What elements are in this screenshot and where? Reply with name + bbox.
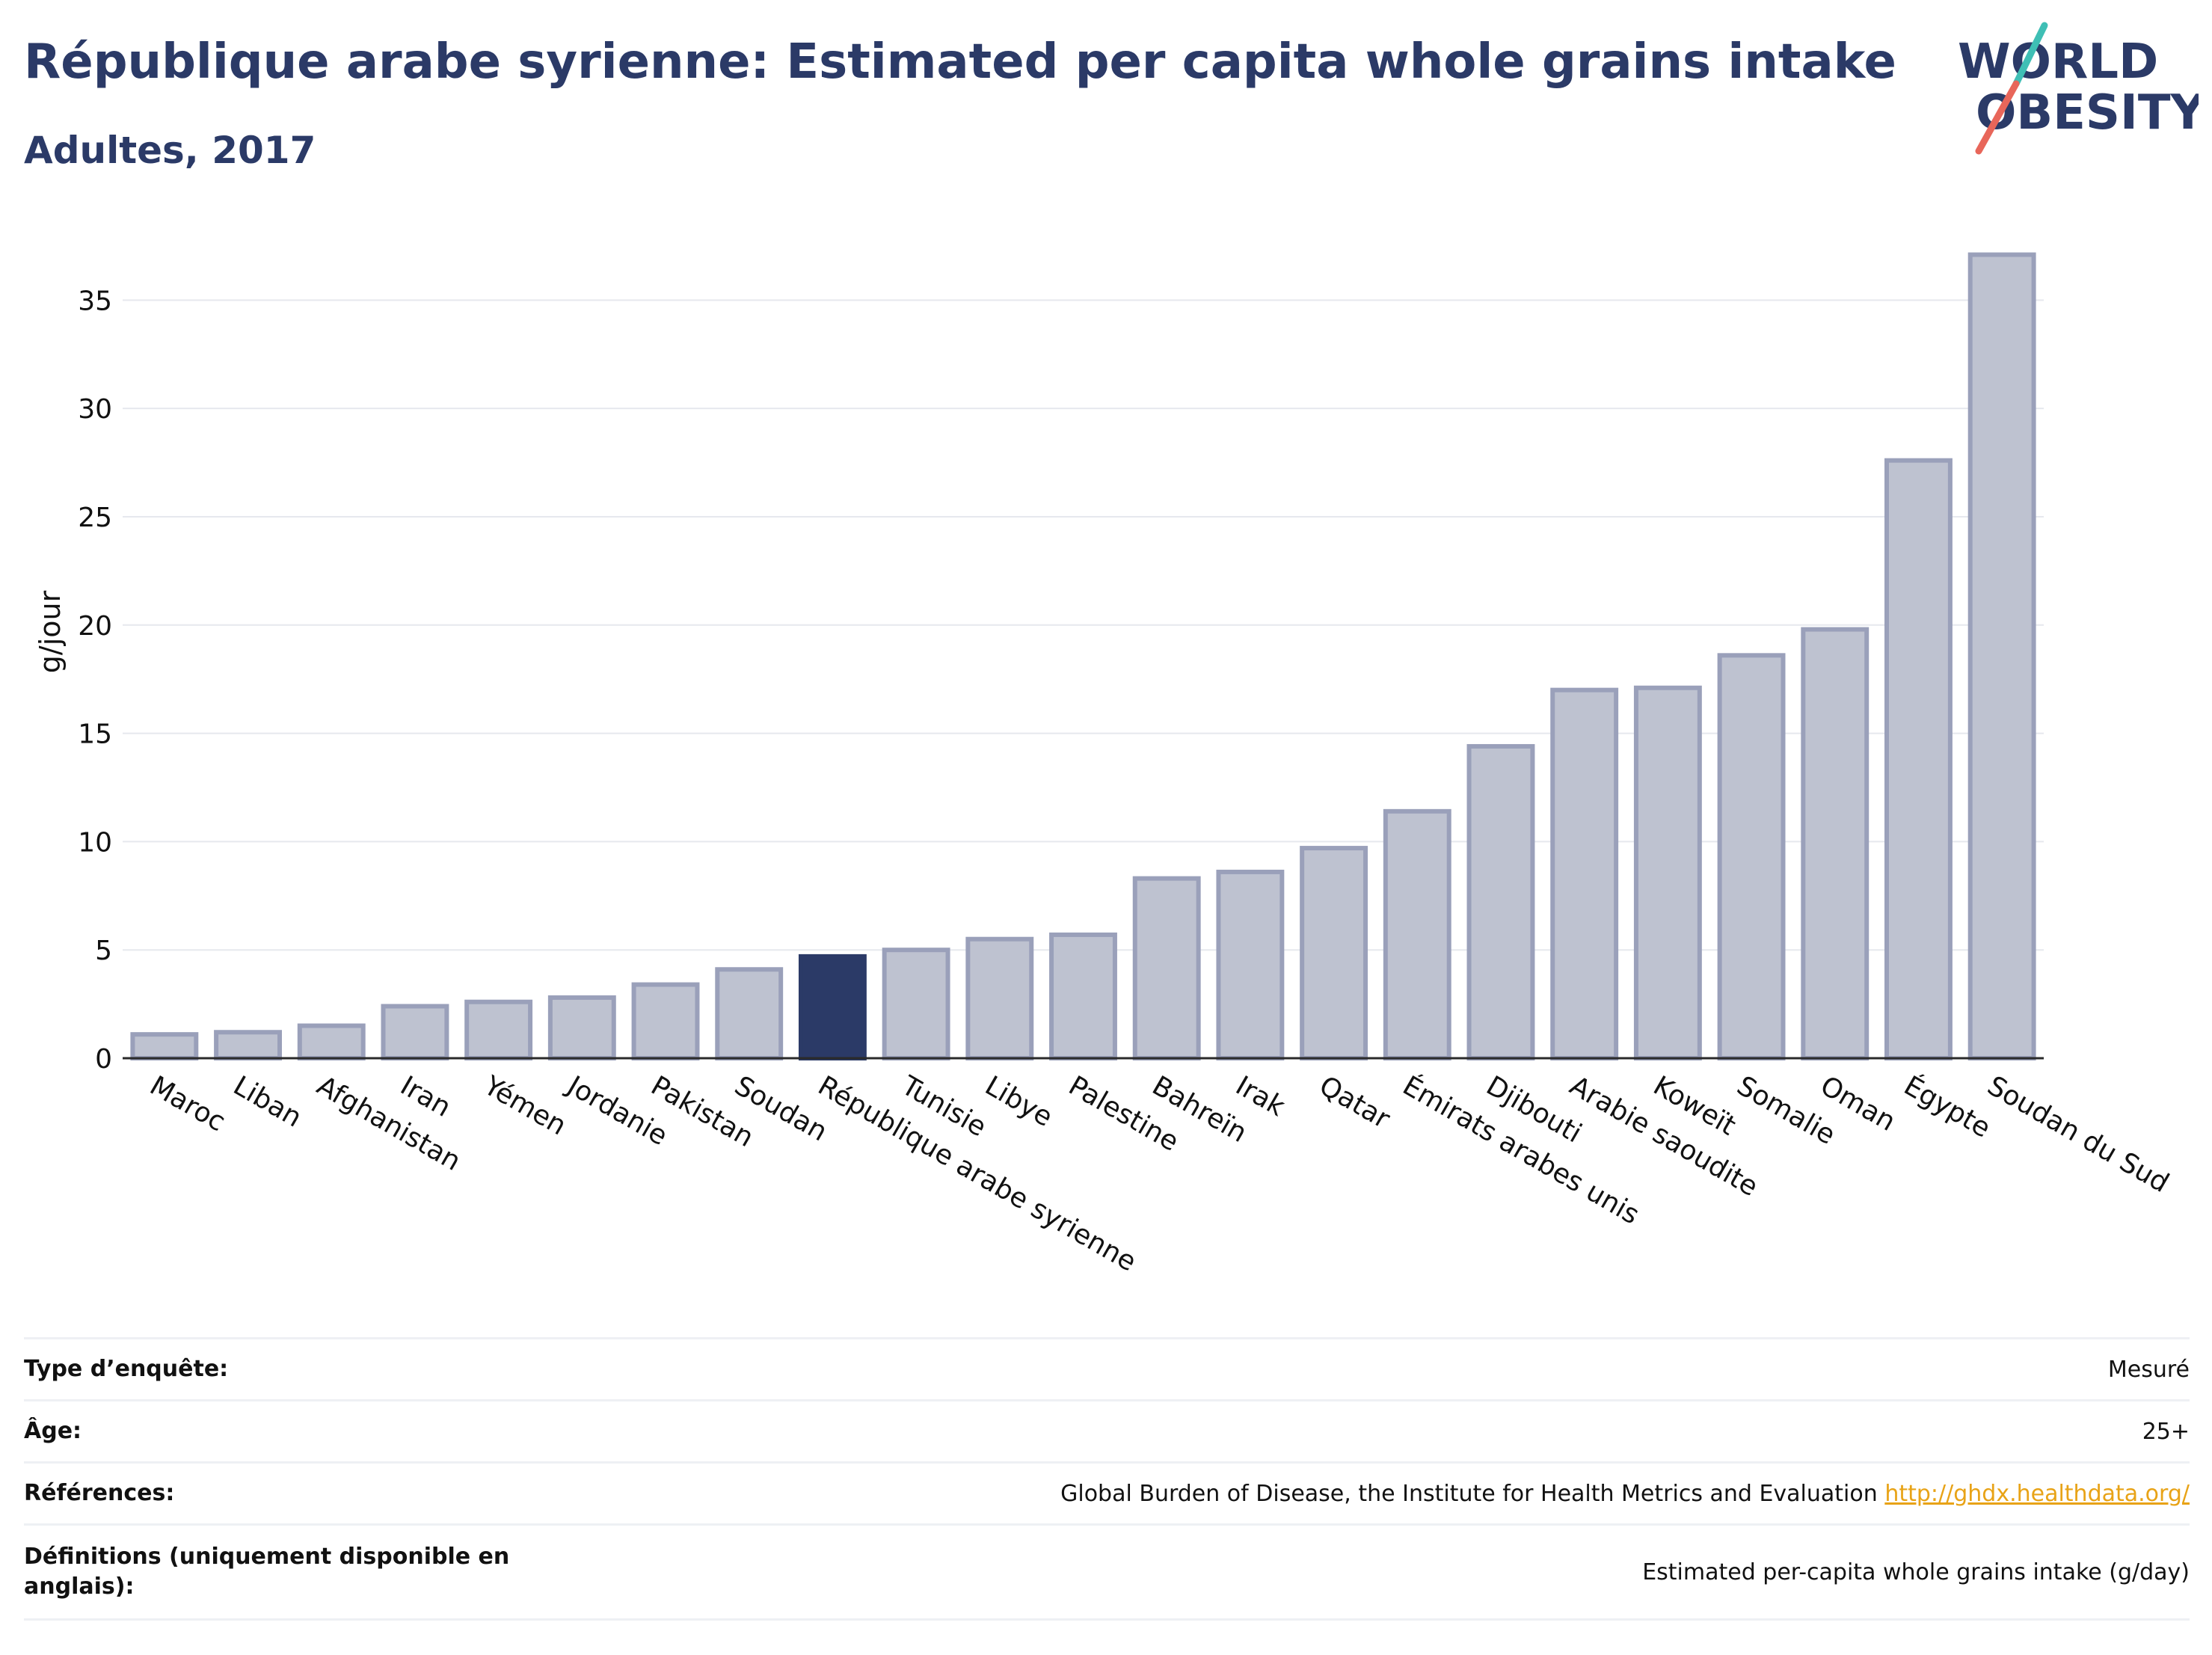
- chart-subtitle: Adultes, 2017: [24, 129, 316, 172]
- bar: [715, 967, 784, 1061]
- bar: [965, 936, 1034, 1060]
- x-tick-label: Afghanistan: [312, 1070, 466, 1177]
- bar: [464, 999, 533, 1060]
- bar: [798, 954, 867, 1060]
- bar: [1466, 743, 1535, 1061]
- bar: [1717, 653, 1786, 1060]
- info-label: Âge:: [24, 1399, 547, 1463]
- info-value: 25+: [547, 1399, 2190, 1463]
- y-tick-label: 10: [78, 827, 112, 858]
- logo-text-world: WORLD: [1958, 34, 2158, 90]
- bar: [214, 1030, 282, 1060]
- bar: [547, 995, 616, 1060]
- world-obesity-logo: WORLD OBESITY: [1958, 22, 2199, 155]
- x-tick-label: Soudan du Sud: [1982, 1070, 2174, 1199]
- bar: [1216, 869, 1285, 1060]
- bar: [1884, 458, 1953, 1060]
- info-label: Type d’enquête:: [24, 1337, 547, 1401]
- bars: [130, 252, 2036, 1061]
- bar: [1132, 876, 1201, 1061]
- bar: [1633, 685, 1702, 1060]
- info-value: Mesuré: [547, 1337, 2190, 1401]
- bar: [130, 1032, 199, 1060]
- bar: [1550, 687, 1619, 1061]
- bar: [1967, 252, 2036, 1061]
- bar: [882, 948, 950, 1061]
- bar: [1383, 808, 1451, 1060]
- logo-slash-teal: [2012, 22, 2048, 87]
- info-row-age: Âge: 25+: [24, 1399, 2190, 1463]
- info-value-references: Global Burden of Disease, the Institute …: [547, 1461, 2190, 1525]
- bar: [297, 1023, 366, 1061]
- x-tick-label: Qatar: [1314, 1070, 1395, 1134]
- y-tick-label: 0: [95, 1044, 112, 1075]
- x-tick-label: Libye: [980, 1070, 1057, 1133]
- x-tick-label: Liban: [228, 1070, 307, 1133]
- y-tick-label: 20: [78, 611, 112, 642]
- info-label: Références:: [24, 1461, 547, 1525]
- bar: [1300, 846, 1368, 1060]
- info-value: Estimated per-capita whole grains intake…: [547, 1523, 2190, 1621]
- y-tick-label: 15: [78, 719, 112, 750]
- logo-slash-red: [1975, 80, 2020, 155]
- bar: [631, 982, 700, 1060]
- x-tick-label: Égypte: [1899, 1069, 1996, 1143]
- reference-text: Global Burden of Disease, the Institute …: [1060, 1480, 1878, 1507]
- info-table: Type d’enquête: Mesuré Âge: 25+ Référenc…: [24, 1337, 2190, 1621]
- bar: [1049, 932, 1117, 1061]
- chart-title: République arabe syrienne: Estimated per…: [24, 34, 1896, 90]
- info-row-survey-type: Type d’enquête: Mesuré: [24, 1337, 2190, 1401]
- y-tick-labels: 0 5 10 15 20 25 30 35: [78, 286, 112, 1075]
- info-label: Définitions (uniquement disponible en an…: [24, 1523, 547, 1621]
- info-row-references: Références: Global Burden of Disease, th…: [24, 1461, 2190, 1525]
- y-tick-label: 35: [78, 286, 112, 316]
- y-tick-label: 30: [78, 394, 112, 425]
- y-axis-label: g/jour: [34, 590, 67, 673]
- y-tick-label: 5: [95, 936, 112, 966]
- bar: [381, 1004, 449, 1061]
- reference-link[interactable]: http://ghdx.healthdata.org/: [1884, 1480, 2190, 1507]
- y-tick-label: 25: [78, 503, 112, 533]
- info-row-definitions: Définitions (uniquement disponible en an…: [24, 1523, 2190, 1621]
- bar: [1801, 627, 1870, 1060]
- x-tick-label: Maroc: [144, 1070, 230, 1137]
- x-tick-label: Yémen: [478, 1070, 571, 1142]
